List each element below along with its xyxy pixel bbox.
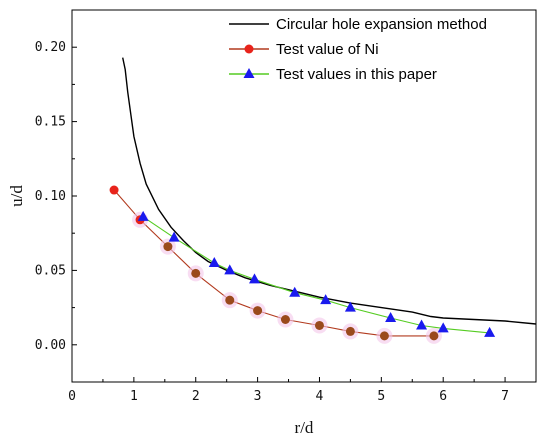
data-point [168,231,180,242]
legend-swatch-marker [243,68,255,78]
data-point [280,315,290,325]
series-layer [109,57,537,344]
data-point [253,306,263,316]
y-axis-title: u/d [7,185,26,207]
legend-label: Test values in this paper [276,66,437,83]
x-tick-label: 7 [501,389,509,404]
x-tick-label: 0 [68,389,76,404]
x-axis-title: r/d [295,418,314,437]
data-point [484,326,496,337]
x-tick-label: 2 [192,389,200,404]
legend: Circular hole expansion method Test value… [229,16,487,83]
data-point [137,210,149,221]
data-point [225,295,235,305]
data-point [208,256,220,267]
y-tick-label: 0.15 [35,115,66,130]
x-tick-label: 1 [130,389,138,404]
data-point [437,322,449,333]
x-tick-label: 4 [316,389,324,404]
data-point [314,320,324,330]
axis-layer: 0 1 2 3 4 5 6 7 0.00 0.05 0.10 0.15 0.20 [35,9,509,404]
y-tick-label: 0.10 [35,189,66,204]
x-tick-label: 3 [254,389,262,404]
data-point [385,312,397,323]
legend-label: Test value of Ni [276,41,379,58]
data-point [109,185,119,195]
series-1 [109,185,442,344]
data-point [416,319,428,330]
data-point [429,331,439,341]
data-point [345,326,355,336]
data-point [163,242,173,252]
data-point [289,286,301,297]
y-tick-label: 0.20 [35,40,66,55]
data-point [224,264,236,275]
y-tick-label: 0.05 [35,263,66,278]
data-point [191,268,201,278]
series-2 [137,210,496,337]
data-point [379,331,389,341]
x-tick-label: 6 [439,389,447,404]
data-point [249,273,261,284]
legend-label: Circular hole expansion method [276,16,487,33]
y-tick-label: 0.00 [35,338,66,353]
data-point [344,301,356,312]
data-point [320,294,332,305]
legend-swatch-marker [244,44,254,54]
x-tick-label: 5 [377,389,385,404]
